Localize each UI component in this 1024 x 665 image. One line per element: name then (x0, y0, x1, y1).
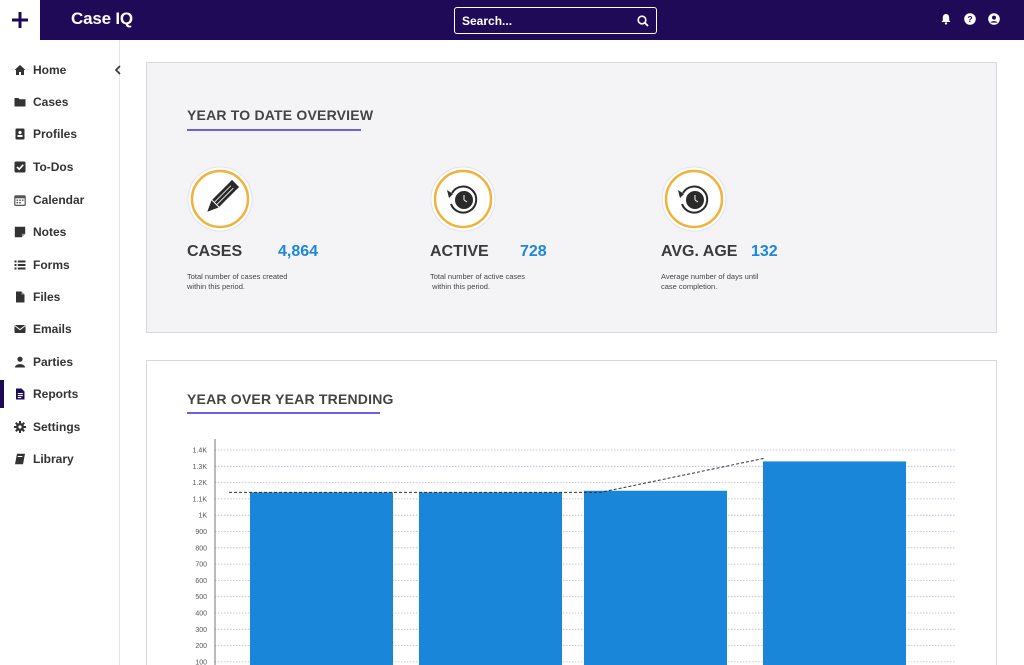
sidebar-item-calendar[interactable]: Calendar (0, 186, 119, 214)
search-box (454, 7, 657, 34)
help-icon[interactable]: ? (964, 13, 976, 25)
sidebar-item-files[interactable]: Files (0, 283, 119, 311)
id-card-icon (14, 128, 26, 140)
gear-icon (14, 421, 26, 433)
plus-icon (12, 12, 28, 28)
stat-label: AVG. AGE (661, 243, 738, 260)
y-tick-label: 300 (195, 627, 207, 634)
envelope-icon (14, 323, 26, 335)
stat-value: 4,864 (278, 243, 319, 260)
yoy-trending-panel: YEAR OVER YEAR TRENDING 100 200 300 400 500 6… (146, 360, 997, 665)
sidebar-item-home[interactable]: Home (0, 56, 119, 84)
header-icons: ? (940, 13, 1000, 25)
sidebar: Home Cases Profiles To-Dos Calendar Note… (0, 40, 122, 665)
stat-value: 728 (520, 243, 547, 260)
sidebar-item-label: Forms (33, 258, 70, 272)
y-tick-label: 100 (195, 659, 207, 665)
ytd-overview-panel: YEAR TO DATE OVERVIEW CASES 4,864 Total … (146, 62, 997, 333)
y-tick-label: 1.2K (193, 480, 208, 487)
app-logo: Case IQ (71, 9, 133, 28)
sidebar-item-label: Settings (33, 420, 81, 434)
stat-label: ACTIVE (430, 243, 489, 260)
book-icon (14, 453, 26, 465)
stat-value: 132 (751, 243, 778, 260)
sidebar-item-label: Reports (33, 387, 79, 401)
sidebar-item-label: Cases (33, 95, 69, 109)
chart-bar[interactable] (250, 492, 393, 665)
y-tick-label: 400 (195, 611, 207, 618)
checkbox-icon (14, 161, 26, 173)
sidebar-item-label: Notes (33, 225, 67, 239)
y-tick-label: 200 (195, 643, 207, 650)
stat-label: CASES (187, 243, 243, 260)
stat-description: Total number of cases created within thi… (187, 272, 288, 291)
sidebar-item-profiles[interactable]: Profiles (0, 120, 119, 148)
stat-description: Total number of active cases within this… (430, 272, 526, 291)
svg-text:?: ? (967, 14, 972, 24)
chart-bar[interactable] (419, 492, 562, 665)
sidebar-item-label: Library (33, 452, 74, 466)
sidebar-item-emails[interactable]: Emails (0, 315, 119, 343)
search-icon[interactable] (630, 8, 656, 33)
y-tick-label: 800 (195, 545, 207, 552)
sidebar-item-label: Home (33, 63, 67, 77)
sidebar-item-reports[interactable]: Reports (0, 380, 119, 408)
y-tick-label: 700 (195, 562, 207, 569)
yoy-bar-chart: 100 200 300 400 500 600 700 800 900 1K 1.1K 1.2K 1.3… (193, 439, 955, 665)
sidebar-item-label: Parties (33, 355, 74, 369)
y-tick-label: 1.1K (193, 496, 208, 503)
y-tick-label: 1.3K (193, 464, 208, 471)
home-icon (14, 64, 26, 76)
chevron-left-icon[interactable] (114, 65, 122, 75)
chart-bar[interactable] (763, 461, 906, 665)
sidebar-item-label: To-Dos (33, 160, 74, 174)
sidebar-item-label: Files (33, 290, 61, 304)
sidebar-item-forms[interactable]: Forms (0, 251, 119, 279)
y-tick-label: 500 (195, 594, 207, 601)
stat-description: Average number of days until case comple… (661, 272, 759, 291)
title-underline (187, 129, 361, 131)
sidebar-item-settings[interactable]: Settings (0, 413, 119, 441)
section-title: YEAR OVER YEAR TRENDING (187, 391, 394, 407)
report-icon (14, 388, 26, 400)
title-underline (187, 412, 380, 414)
y-tick-label: 1K (198, 513, 207, 520)
y-tick-label: 1.4K (193, 448, 208, 455)
y-tick-label: 600 (195, 578, 207, 585)
folder-icon (14, 96, 26, 108)
pencil-icon (187, 166, 253, 232)
sidebar-item-cases[interactable]: Cases (0, 88, 119, 116)
top-bar: Case IQ ? (0, 0, 1024, 40)
person-icon (14, 356, 26, 368)
sidebar-item-notes[interactable]: Notes (0, 218, 119, 246)
sidebar-item-todos[interactable]: To-Dos (0, 153, 119, 181)
clock-icon (661, 166, 727, 232)
section-title: YEAR TO DATE OVERVIEW (187, 107, 374, 123)
bell-icon[interactable] (940, 13, 952, 25)
clock-icon (430, 166, 496, 232)
note-icon (14, 226, 26, 238)
sidebar-item-library[interactable]: Library (0, 445, 119, 473)
trend-line (229, 457, 766, 493)
file-icon (14, 291, 26, 303)
new-case-button[interactable] (0, 0, 40, 40)
chart-bar[interactable] (584, 490, 727, 665)
calendar-icon (14, 194, 26, 206)
sidebar-item-label: Emails (33, 322, 72, 336)
y-tick-label: 900 (195, 529, 207, 536)
sidebar-item-label: Profiles (33, 127, 78, 141)
sidebar-item-parties[interactable]: Parties (0, 348, 119, 376)
user-icon[interactable] (988, 13, 1000, 25)
list-icon (14, 259, 26, 271)
search-input[interactable] (455, 8, 630, 33)
sidebar-item-label: Calendar (33, 193, 85, 207)
